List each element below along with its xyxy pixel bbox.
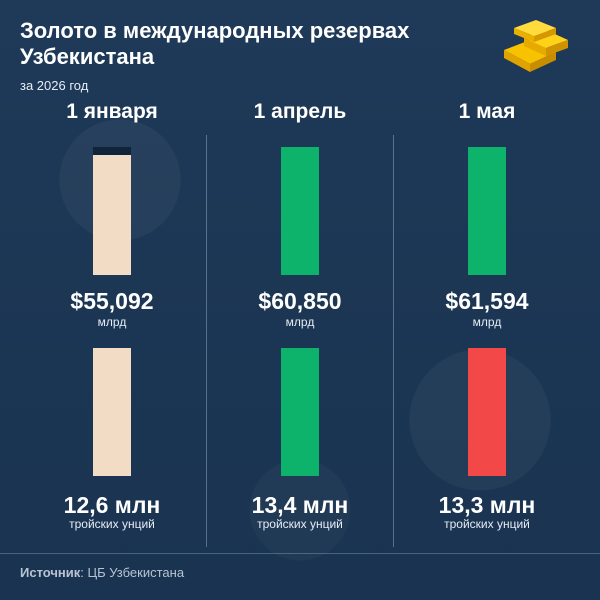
gold-ounces-label: 13,4 млн (251, 492, 349, 518)
gold-ounces-bar-track (93, 348, 131, 476)
ounces-unit-label: тройских унций (444, 517, 530, 531)
reserve-value-label: $60,850 (258, 288, 342, 314)
reserve-value-bar-track (93, 147, 131, 275)
reserve-unit-label: млрд (472, 315, 502, 329)
gold-ounces-bar (468, 348, 506, 476)
column-divider-2 (393, 135, 394, 547)
gold-ounces-bar (281, 348, 319, 476)
period-column: 1 апрель $60,850 млрд 13,4 млн тройских унци… (210, 100, 390, 540)
reserve-value-label: $55,092 (70, 288, 154, 314)
ounces-unit-label: тройских унций (257, 517, 343, 531)
source-text: : ЦБ Узбекистана (80, 565, 185, 580)
footer-rule (0, 553, 600, 554)
gold-ounces-label: 13,3 млн (438, 492, 536, 518)
period-label: 1 мая (458, 100, 516, 123)
reserve-value-label: $61,594 (445, 288, 529, 314)
ounces-unit-label: тройских унций (69, 517, 155, 531)
page-subtitle: за 2026 год (20, 78, 89, 93)
reserve-value-bar (93, 154, 131, 275)
period-label: 1 апрель (253, 100, 347, 123)
column-divider-1 (206, 135, 207, 547)
reserve-unit-label: млрд (97, 315, 127, 329)
period-column: 1 мая $61,594 млрд 13,3 млн тройских унций (397, 100, 577, 540)
period-column: 1 января $55,092 млрд 12,6 млн тройских унци… (22, 100, 202, 540)
reserve-value-bar-track (281, 147, 319, 275)
period-label: 1 января (66, 100, 158, 123)
reserve-value-bar (281, 147, 319, 275)
page-title: Золото в международных резервах Узбекист… (20, 18, 410, 69)
gold-ounces-bar-track (468, 348, 506, 476)
gold-bars-icon (504, 20, 568, 72)
source-label: Источник (20, 565, 81, 580)
gold-ounces-label: 12,6 млн (63, 492, 161, 518)
gold-ounces-bar (93, 348, 131, 476)
gold-ounces-bar-track (281, 348, 319, 476)
reserve-unit-label: млрд (285, 315, 315, 329)
reserve-value-bar-track (468, 147, 506, 275)
source-note: Источник: ЦБ Узбекистана (20, 565, 184, 580)
reserve-value-bar (468, 147, 506, 275)
